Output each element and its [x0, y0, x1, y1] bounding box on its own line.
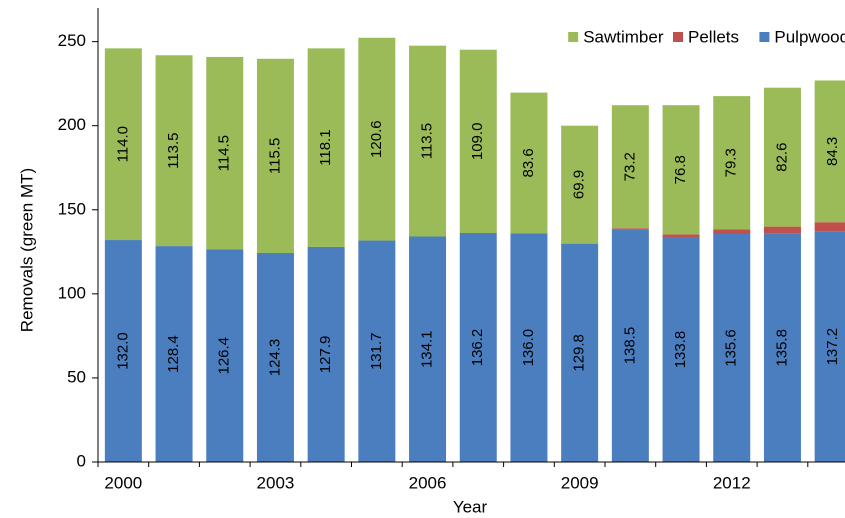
data-label: 120.6 [368, 120, 385, 158]
data-label: 83.6 [520, 148, 537, 177]
y-tick-label: 150 [58, 199, 86, 218]
bar-segment [155, 246, 193, 462]
data-label: 134.1 [419, 330, 436, 368]
legend-swatch [568, 32, 579, 42]
bar-segment [561, 243, 599, 244]
legend-label: Pellets [688, 27, 739, 46]
data-label: 124.3 [266, 339, 283, 377]
bar-segment [763, 87, 801, 227]
data-label: 114.0 [114, 126, 131, 162]
y-tick-label: 50 [67, 367, 86, 386]
bar-segment [662, 105, 700, 235]
data-label: 128.4 [165, 335, 182, 373]
bar-segment [611, 105, 649, 229]
legend-swatch [673, 32, 683, 42]
data-label: 135.8 [773, 329, 790, 367]
bar-segment [713, 233, 751, 462]
data-label: 84.3 [824, 137, 841, 166]
data-label: 114.5 [216, 135, 233, 171]
data-label: 82.6 [773, 143, 790, 172]
bar-segment [206, 56, 244, 250]
data-label: 127.9 [317, 336, 334, 374]
bar-segment [409, 236, 447, 462]
bar-segment [307, 48, 345, 247]
bar-segment [662, 234, 700, 238]
data-label: 113.5 [419, 123, 436, 159]
bar-segment [814, 222, 845, 232]
data-label: 113.5 [165, 132, 182, 168]
y-tick-label: 250 [58, 31, 86, 50]
bar-segment [307, 246, 345, 462]
x-tick-label: 2012 [713, 473, 751, 492]
data-label: 79.3 [723, 148, 740, 177]
bar-segment [409, 45, 447, 237]
bar-segment [256, 252, 294, 462]
x-axis-title: Year [453, 497, 488, 516]
bar-segment [713, 96, 751, 230]
bar-segment [763, 226, 801, 234]
data-label: 137.2 [824, 328, 841, 366]
bar-segment [459, 232, 497, 462]
data-label: 133.8 [672, 331, 689, 369]
data-label: 131.7 [368, 333, 385, 371]
bar-segment [611, 228, 649, 230]
bar-segment [104, 48, 142, 241]
bar-segment [155, 55, 193, 247]
bar-segment [206, 249, 244, 462]
bar-segment [763, 233, 801, 462]
legend-label: Sawtimber [583, 27, 664, 46]
y-tick-label: 200 [58, 115, 86, 134]
data-label: 136.0 [520, 329, 537, 367]
data-label: 76.8 [672, 155, 689, 184]
data-label: 109.0 [469, 123, 486, 161]
bar-segment [611, 229, 649, 462]
data-label: 115.5 [266, 138, 283, 174]
data-label: 136.2 [469, 329, 486, 367]
data-label: 126.4 [216, 337, 233, 375]
bar-segment [561, 125, 599, 244]
bar-segment [459, 49, 497, 233]
y-tick-label: 0 [77, 451, 86, 470]
y-tick-label: 100 [58, 283, 86, 302]
data-label: 132.0 [114, 332, 131, 370]
bar-segment [104, 240, 142, 462]
y-axis-title: Removals (green MT) [17, 168, 36, 332]
bar-segment [510, 92, 548, 234]
x-tick-label: 2006 [409, 473, 447, 492]
data-label: 118.1 [317, 129, 334, 165]
bar-segment [814, 231, 845, 462]
bar-segment [510, 233, 548, 462]
legend-swatch [759, 32, 770, 42]
bar-segment [814, 80, 845, 223]
bar-segment [358, 240, 396, 462]
legend-label: Pulpwood [774, 27, 845, 46]
data-label: 135.6 [723, 329, 740, 367]
x-tick-label: 2003 [257, 473, 295, 492]
bar-segment [713, 229, 751, 234]
data-label: 73.2 [621, 152, 638, 181]
data-label: 129.8 [571, 334, 588, 372]
x-tick-label: 2009 [561, 473, 599, 492]
bar-segment [561, 243, 599, 462]
bar-segment [358, 37, 396, 241]
data-label: 138.5 [621, 327, 638, 365]
data-label: 69.9 [571, 170, 588, 199]
bar-segment [256, 58, 294, 253]
bar-segment [662, 237, 700, 462]
x-tick-label: 2000 [104, 473, 142, 492]
